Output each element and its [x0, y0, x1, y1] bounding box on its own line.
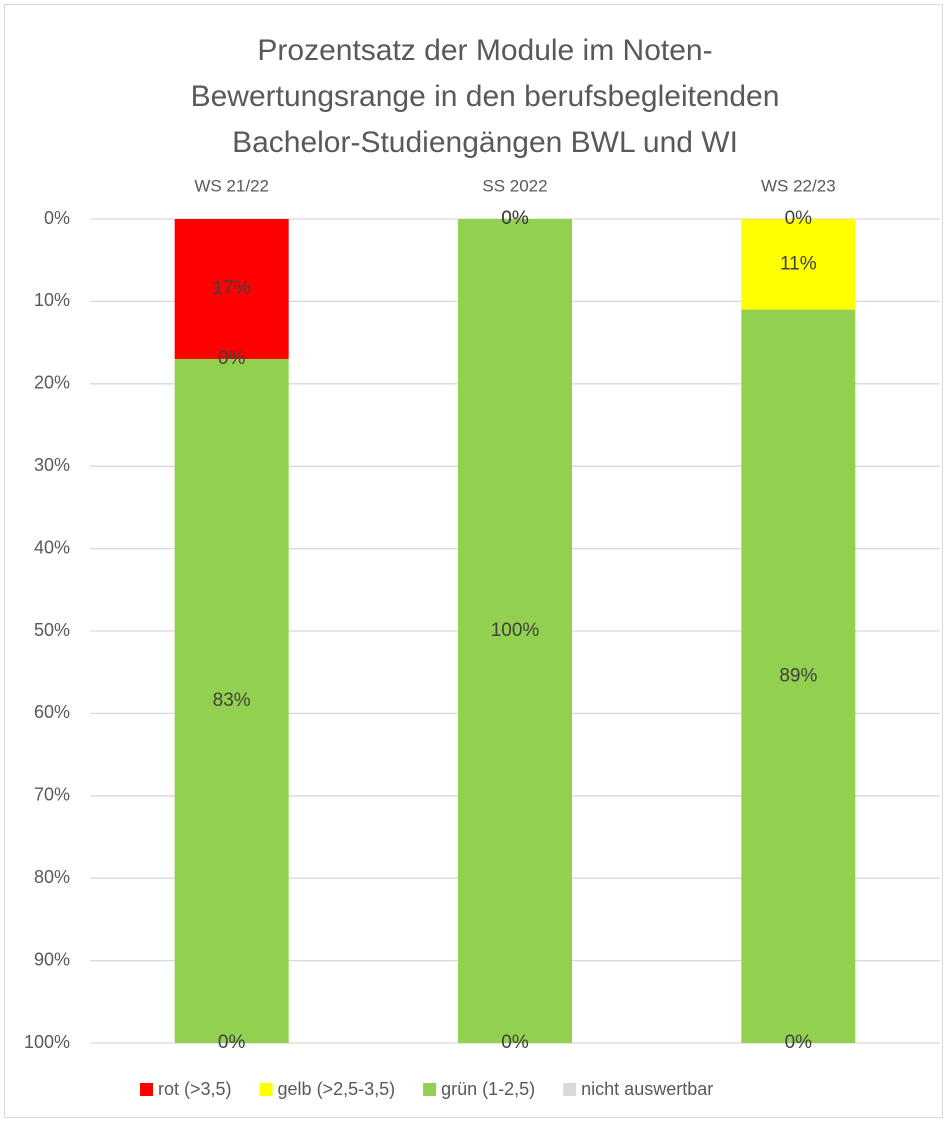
x-tick-label: WS 22/23: [761, 176, 836, 195]
bar-segment: [741, 309, 856, 1043]
legend-swatch: [423, 1083, 437, 1096]
bar-segment: [458, 219, 572, 1043]
data-label: 0%: [785, 208, 813, 229]
y-tick-label: 70%: [34, 785, 70, 805]
y-tick-label: 10%: [34, 290, 70, 310]
data-label: 83%: [213, 690, 251, 711]
legend-swatch: [140, 1083, 153, 1096]
legend-label: grün (1-2,5): [441, 1079, 535, 1099]
y-tick-label: 50%: [34, 620, 70, 640]
chart-frame: [4, 4, 943, 1118]
data-label: 0%: [501, 208, 529, 229]
y-tick-label: 90%: [34, 949, 70, 969]
bar-segment: [741, 219, 856, 310]
y-tick-label: 80%: [34, 867, 70, 887]
y-tick-label: 60%: [34, 702, 70, 722]
y-tick-label: 0%: [44, 208, 70, 228]
data-label: 100%: [491, 620, 540, 641]
data-label: 0%: [501, 1032, 529, 1053]
y-tick-label: 20%: [34, 373, 70, 393]
chart-title: Prozentsatz der Module im Noten-Bewertun…: [190, 34, 780, 159]
data-label: 89%: [779, 665, 817, 686]
data-label: 0%: [501, 208, 529, 229]
data-label: 0%: [218, 348, 246, 369]
legend-label: gelb (>2,5-3,5): [278, 1079, 396, 1099]
y-tick-label: 40%: [34, 537, 70, 557]
x-tick-label: SS 2022: [482, 176, 547, 195]
legend-label: nicht auswertbar: [581, 1079, 713, 1099]
bar-segment: [174, 219, 289, 360]
data-label: 0%: [218, 1032, 246, 1053]
legend-label: rot (>3,5): [158, 1079, 232, 1099]
x-tick-label: WS 21/22: [194, 176, 269, 195]
bar-segment: [174, 359, 289, 1044]
legend-swatch: [563, 1083, 577, 1096]
y-tick-label: 30%: [34, 455, 70, 475]
y-tick-label: 100%: [24, 1032, 70, 1052]
data-label: 17%: [213, 278, 251, 299]
data-label: 0%: [785, 1032, 813, 1053]
data-label: 11%: [780, 253, 817, 274]
legend-swatch: [259, 1083, 273, 1096]
